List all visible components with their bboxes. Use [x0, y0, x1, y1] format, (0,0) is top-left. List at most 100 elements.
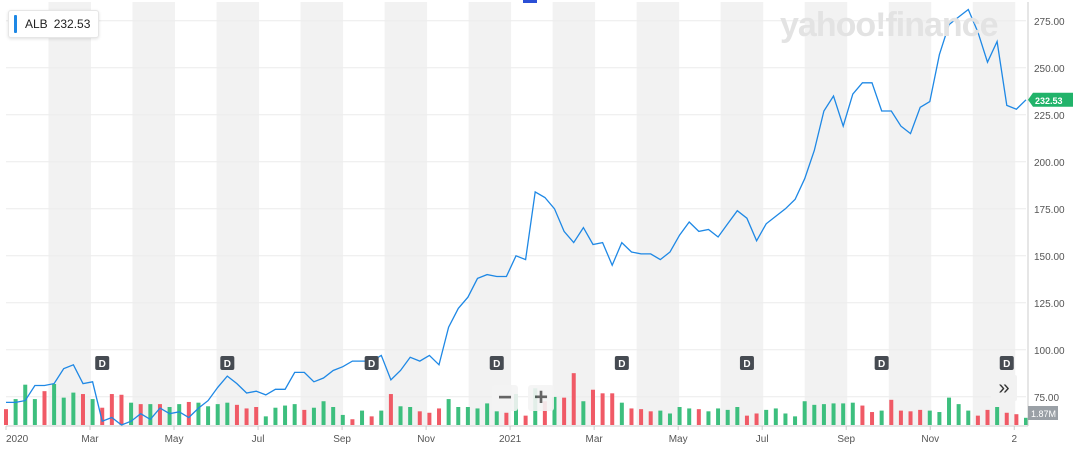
volume-bar: [562, 397, 567, 425]
x-tick-label: Mar: [81, 434, 99, 445]
volume-bar: [687, 408, 692, 425]
dividend-marker[interactable]: [874, 356, 889, 370]
volume-bar: [802, 401, 807, 425]
volume-bar: [302, 409, 307, 425]
series-color-icon: [14, 15, 17, 33]
dividend-marker[interactable]: [739, 356, 754, 370]
month-band: [384, 2, 428, 425]
volume-bar: [215, 404, 220, 425]
volume-bar: [667, 413, 672, 425]
month-band: [132, 2, 176, 425]
volume-bar: [206, 406, 211, 425]
volume-bar: [985, 409, 990, 425]
volume-bar: [590, 389, 595, 425]
volume-bars: [4, 373, 1028, 425]
volume-bar: [966, 410, 971, 425]
volume-bar: [148, 404, 153, 425]
x-tick-label: Sep: [333, 434, 351, 445]
dividend-marker[interactable]: [95, 356, 110, 370]
volume-bar: [42, 391, 47, 425]
volume-bar: [860, 405, 865, 425]
ticker-badge[interactable]: ALB 232.53: [8, 10, 100, 38]
dividend-marker[interactable]: [364, 356, 379, 370]
dividend-marker[interactable]: [614, 356, 629, 370]
scroll-forward-button[interactable]: »: [991, 375, 1017, 401]
volume-bar: [177, 404, 182, 425]
dividend-label: D: [224, 359, 231, 370]
volume-bar: [908, 411, 913, 425]
volume-bar: [225, 402, 230, 425]
volume-bar: [696, 409, 701, 425]
x-tick-label: Sep: [837, 434, 855, 445]
zoom-in-button[interactable]: +: [528, 384, 554, 411]
dividend-label: D: [618, 359, 625, 370]
volume-bar: [523, 415, 528, 425]
volume-bar: [129, 402, 134, 425]
volume-bar: [32, 399, 37, 425]
volume-bar: [600, 393, 605, 425]
volume-bar: [360, 410, 365, 425]
x-tick-label: 2021: [499, 434, 522, 445]
dividend-marker[interactable]: [489, 356, 504, 370]
volume-bar: [109, 394, 114, 425]
dividend-label: D: [1003, 359, 1010, 370]
volume-bar: [648, 411, 653, 425]
month-band: [300, 2, 344, 425]
y-tick-label: 275.00: [1034, 17, 1065, 28]
ticker-symbol: ALB: [25, 17, 48, 31]
volume-bar: [263, 416, 268, 425]
dividend-label: D: [368, 359, 375, 370]
volume-bar: [956, 404, 961, 425]
volume-bar: [71, 392, 76, 425]
x-tick-label: May: [669, 434, 688, 445]
volume-bar: [764, 409, 769, 425]
volume-bar: [369, 416, 374, 425]
x-tick-label: Nov: [921, 434, 939, 445]
volume-bar: [639, 409, 644, 425]
y-tick-label: 200.00: [1034, 158, 1065, 169]
yahoo-finance-logo: yahoo!finance: [780, 6, 998, 44]
volume-bar: [581, 401, 586, 425]
dividend-label: D: [878, 359, 885, 370]
month-band: [48, 2, 91, 425]
dividend-label: D: [493, 359, 500, 370]
month-band: [468, 2, 512, 425]
volume-bar: [947, 397, 952, 425]
volume-bar: [427, 412, 432, 425]
volume-bar: [4, 409, 8, 425]
volume-bar: [408, 407, 413, 425]
y-tick-label: 125.00: [1034, 299, 1065, 310]
volume-bar: [196, 402, 201, 425]
volume-bar: [100, 407, 105, 425]
dividend-marker[interactable]: [220, 356, 235, 370]
range-indicator: [523, 0, 537, 3]
y-tick-label: 75.00: [1034, 393, 1059, 404]
volume-bar: [619, 402, 624, 425]
month-band: [636, 2, 680, 425]
x-tick-label: 2020: [6, 434, 29, 445]
y-tick-label: 150.00: [1034, 252, 1065, 263]
volume-bar: [456, 407, 461, 425]
volume-bar: [494, 411, 499, 425]
ticker-price: 232.53: [53, 17, 91, 31]
volume-bar: [504, 412, 509, 425]
volume-bar: [706, 411, 711, 425]
volume-bar: [744, 415, 749, 425]
volume-bar: [254, 407, 259, 425]
volume-bar: [475, 408, 480, 425]
volume-bar: [821, 404, 826, 425]
x-tick-label: Nov: [417, 434, 435, 445]
x-tick-label: 2: [1011, 434, 1017, 445]
volume-bar: [658, 410, 663, 425]
volume-bar: [793, 416, 798, 425]
current-price-label: 232.53: [1035, 96, 1063, 106]
volume-bar: [716, 408, 721, 425]
zoom-out-button[interactable]: −: [492, 384, 518, 411]
dividend-marker[interactable]: [999, 356, 1014, 370]
volume-bar: [119, 394, 124, 425]
month-bands: [48, 2, 1016, 425]
axes: 275.00250.00225.00200.00175.00150.00125.…: [5, 2, 1073, 445]
month-band: [888, 2, 932, 425]
